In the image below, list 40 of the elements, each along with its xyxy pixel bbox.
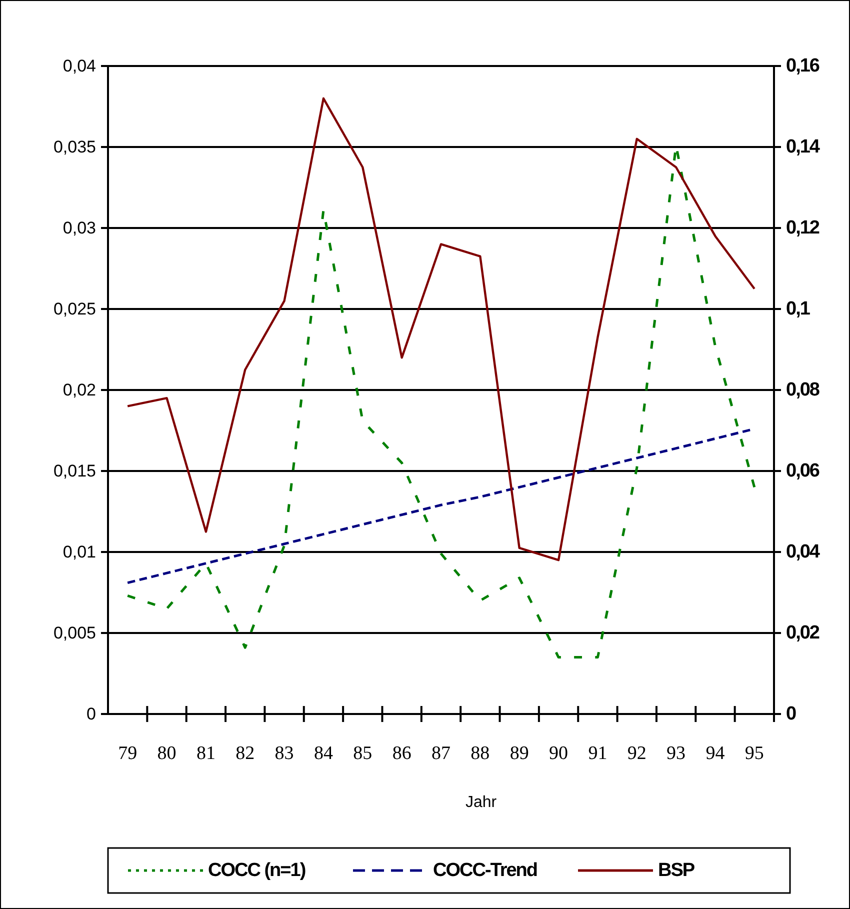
y2-tick-label: 0,16 — [786, 56, 820, 76]
y-tick-label: 0,01 — [62, 542, 96, 562]
x-tick-label: 85 — [353, 743, 372, 764]
x-axis-title: Jahr — [465, 794, 498, 811]
x-tick-label: 83 — [274, 743, 294, 764]
x-tick-label: 88 — [470, 743, 490, 764]
y-tick-label: 0,035 — [53, 138, 96, 156]
y2-tick-label: 0 — [786, 704, 796, 724]
y2-tick-label: 0,1 — [786, 298, 811, 320]
legend-label: BSP — [658, 860, 696, 881]
x-tick-label: 84 — [314, 743, 334, 764]
x-tick-label: 82 — [236, 743, 255, 764]
x-tick-label: 86 — [392, 743, 412, 764]
y2-tick-label: 0,02 — [786, 622, 820, 644]
x-tick-label: 79 — [118, 743, 138, 764]
y-tick-label: 0,03 — [62, 218, 96, 238]
legend-label: COCC-Trend — [433, 860, 538, 881]
y-tick-label: 0,02 — [62, 380, 96, 400]
y-tick-label: 0,04 — [62, 56, 96, 76]
x-tick-label: 93 — [666, 743, 686, 764]
x-tick-label: 81 — [196, 743, 216, 764]
y2-tick-label: 0,14 — [786, 136, 820, 158]
y2-tick-label: 0,08 — [786, 380, 820, 400]
x-tick-label: 80 — [157, 743, 176, 764]
x-tick-label: 92 — [627, 743, 646, 764]
x-tick-label: 95 — [744, 743, 764, 764]
x-tick-label: 87 — [432, 743, 450, 764]
x-tick-label: 94 — [706, 743, 726, 764]
y2-tick-label: 0,12 — [786, 218, 820, 238]
legend-label: COCC (n=1) — [208, 860, 306, 881]
x-tick-label: 91 — [588, 743, 608, 764]
line-series — [126, 97, 756, 562]
y2-tick-label: 0,06 — [786, 460, 820, 482]
y-tick-label: 0,025 — [53, 300, 96, 318]
x-tick-label: 89 — [510, 743, 529, 764]
x-tick-label: 90 — [549, 743, 568, 764]
y2-tick-label: 0,04 — [786, 542, 820, 562]
y-tick-label: 0,005 — [53, 624, 96, 642]
y-tick-label: 0,015 — [53, 462, 96, 480]
y-tick-label: 0 — [86, 704, 96, 724]
